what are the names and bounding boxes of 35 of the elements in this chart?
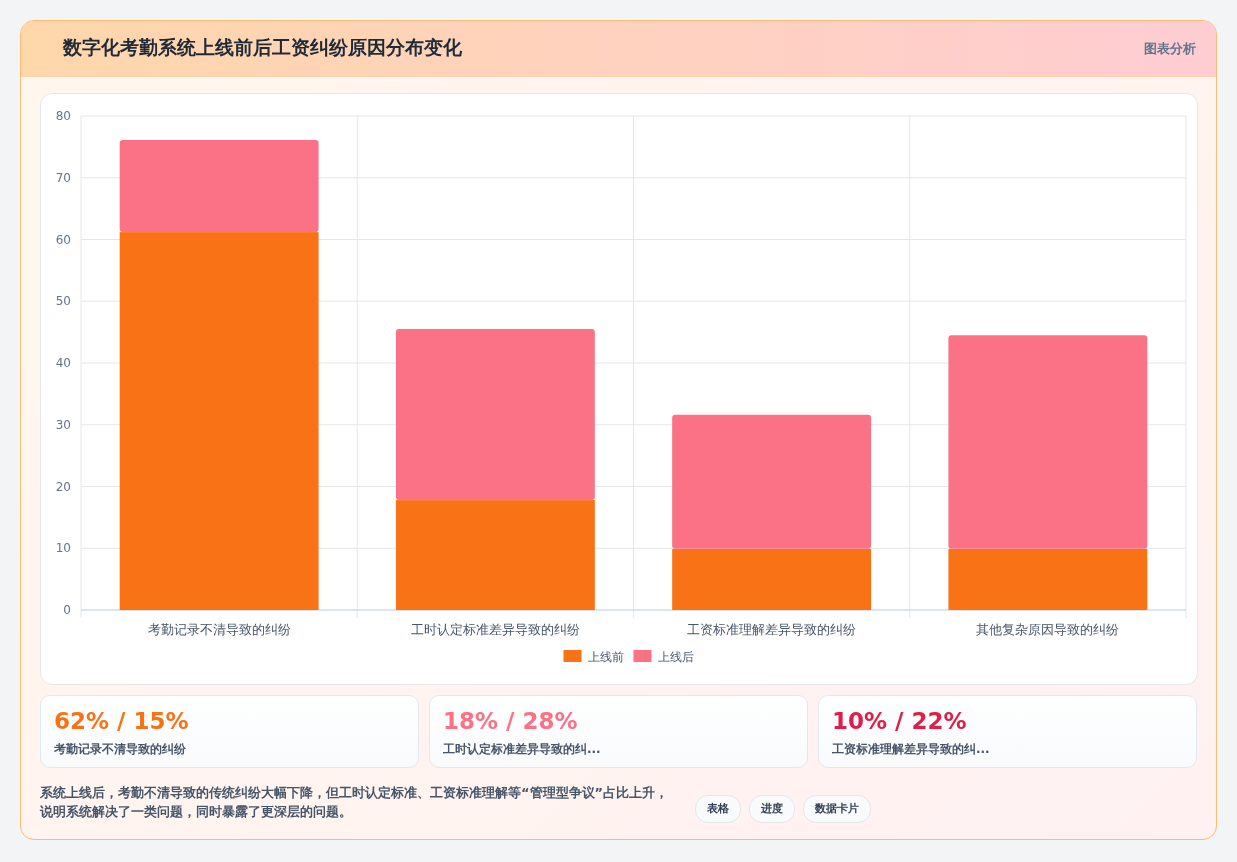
text: 10% / 22% — [832, 708, 967, 734]
text: 表格 — [695, 795, 741, 823]
y-tick-label: 60 — [55, 232, 71, 247]
bar — [672, 548, 872, 610]
y-tick-label: 30 — [55, 417, 71, 432]
text: 62% / 15% — [54, 708, 189, 734]
y-tick-label: 20 — [55, 479, 71, 494]
y-tick-label: 10 — [55, 541, 71, 556]
x-tick-label: 其他复杂原因导致的纠纷 — [976, 622, 1120, 637]
bar — [119, 140, 319, 233]
bar — [395, 500, 595, 610]
text: 数据卡片 — [803, 795, 871, 823]
text: 工资标准理解差异导致的纠... — [832, 741, 990, 758]
text: 工时认定标准差异导致的纠... — [443, 741, 601, 758]
y-tick-label: 40 — [55, 356, 71, 370]
bar — [119, 232, 319, 610]
chart-subtitle: 图表分析 — [1144, 40, 1196, 58]
y-tick-label: 0 — [63, 603, 71, 617]
bar — [672, 414, 872, 549]
text: 18% / 28% — [443, 708, 578, 734]
bar — [395, 329, 595, 501]
text: 系统上线后，考勤不清导致的传统纠纷大幅下降，但工时认定标准、工资标准理解等“管理型争议”占比上升，说明系统解决了一类问题，同时暴露了更深层的问题。 — [40, 784, 670, 821]
chart-title: 数字化考勤系统上线前后工资纠纷原因分布变化 — [63, 35, 462, 60]
text: 进度 — [749, 795, 795, 823]
y-tick-label: 80 — [55, 109, 71, 123]
bar — [948, 335, 1148, 549]
y-tick-label: 50 — [55, 294, 71, 309]
legend-label: 上线后 — [657, 650, 694, 664]
y-tick-label: 70 — [55, 170, 71, 185]
text: 考勤记录不清导致的纠纷 — [54, 741, 186, 758]
bar — [948, 548, 1148, 610]
legend-label: 上线前 — [587, 650, 624, 664]
x-tick-label: 考勤记录不清导致的纠纷 — [147, 622, 291, 637]
x-tick-label: 工资标准理解差异导致的纠纷 — [687, 622, 857, 637]
x-tick-label: 工时认定标准差异导致的纠纷 — [410, 622, 580, 637]
